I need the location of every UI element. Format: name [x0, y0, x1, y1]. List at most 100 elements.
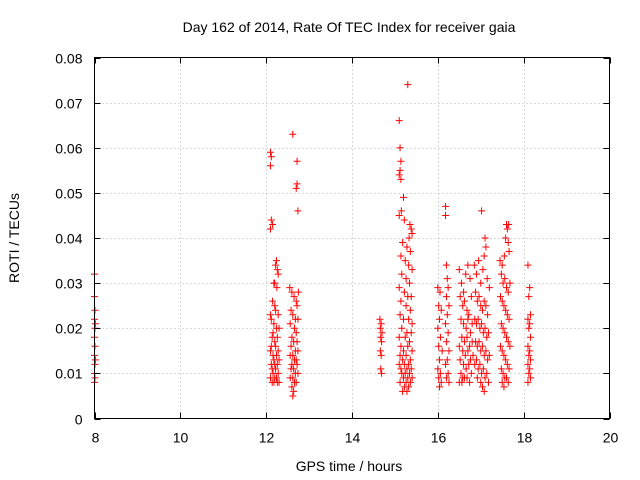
data-point [294, 315, 302, 323]
data-point [396, 311, 404, 319]
data-point [400, 383, 408, 391]
data-point [442, 360, 450, 368]
data-point [376, 347, 384, 355]
data-point [484, 378, 492, 386]
data-point [527, 356, 535, 364]
data-point [266, 148, 274, 156]
data-point [479, 365, 487, 373]
data-point [275, 356, 283, 364]
data-point [273, 284, 281, 292]
data-point [456, 293, 464, 301]
data-point [499, 279, 507, 287]
data-point [442, 202, 450, 210]
data-point [501, 329, 509, 337]
data-point [398, 270, 406, 278]
data-point [480, 387, 488, 395]
data-point [503, 225, 511, 233]
data-point [469, 351, 477, 359]
data-point [436, 383, 444, 391]
data-point [275, 324, 283, 332]
data-point [455, 266, 463, 274]
data-point [482, 347, 490, 355]
data-point [483, 275, 491, 283]
y-tick-label: 0.06 [55, 141, 82, 157]
data-point [402, 351, 410, 359]
data-point [289, 392, 297, 400]
data-point [459, 374, 467, 382]
data-point [472, 356, 480, 364]
y-tick-label: 0 [75, 412, 83, 428]
data-point [273, 266, 281, 274]
data-point [483, 333, 491, 341]
data-point [266, 347, 274, 355]
data-point [498, 297, 506, 305]
data-point [267, 315, 275, 323]
data-point [505, 365, 513, 373]
data-point [503, 374, 510, 382]
data-point [406, 378, 414, 386]
axis-ticks [94, 57, 611, 420]
data-point [485, 351, 493, 359]
data-point [286, 284, 294, 292]
data-point [272, 365, 280, 373]
data-point [271, 374, 279, 382]
data-point [437, 378, 445, 386]
data-point [503, 333, 510, 341]
data-point [484, 311, 492, 319]
data-point [397, 297, 405, 305]
data-point [273, 360, 281, 368]
data-point [270, 320, 278, 328]
data-point [442, 374, 450, 382]
data-point [472, 270, 480, 278]
data-point [274, 270, 282, 278]
data-point [294, 288, 302, 296]
data-point [395, 117, 403, 125]
data-point [467, 369, 475, 377]
data-point [272, 342, 280, 350]
data-point [288, 288, 296, 296]
data-point [407, 293, 415, 301]
data-point [292, 297, 300, 305]
data-point [481, 324, 489, 332]
data-point [499, 369, 507, 377]
data-point [475, 257, 483, 265]
data-point [269, 297, 277, 305]
x-tick-label: 8 [92, 430, 100, 446]
data-point [406, 369, 414, 377]
data-point [408, 347, 416, 355]
data-point [474, 315, 482, 323]
data-point [397, 207, 405, 215]
data-point [287, 306, 295, 314]
chart-title: Day 162 of 2014, Rate Of TEC Index for r… [183, 19, 516, 35]
data-point [497, 365, 505, 373]
data-point [378, 369, 386, 377]
data-point [500, 383, 508, 391]
data-point [457, 315, 465, 323]
data-point [459, 302, 467, 310]
data-point [407, 225, 415, 233]
data-point [526, 320, 534, 328]
data-point [460, 338, 468, 346]
data-point [271, 279, 279, 287]
data-point [473, 297, 481, 305]
data-point [466, 356, 474, 364]
data-point [407, 329, 415, 337]
data-point [406, 306, 414, 314]
data-point [404, 81, 412, 89]
data-point [479, 266, 487, 274]
data-point [292, 329, 300, 337]
data-point [445, 347, 453, 355]
data-point [397, 342, 405, 350]
data-point [505, 248, 513, 256]
data-point [408, 229, 416, 237]
data-point [400, 347, 407, 355]
data-point [473, 374, 481, 382]
data-point [377, 333, 385, 341]
y-tick-label: 0.03 [55, 276, 82, 292]
data-point [482, 243, 490, 251]
data-point [396, 166, 404, 174]
data-point [272, 351, 280, 359]
data-point [526, 284, 534, 292]
y-tick-label: 0.05 [55, 186, 82, 202]
